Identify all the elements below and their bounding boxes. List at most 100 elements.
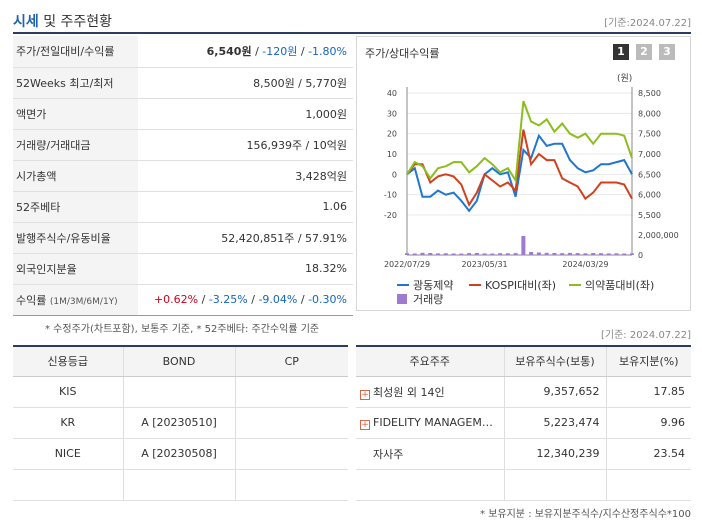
bond-cell: A [20230510] — [122, 407, 235, 439]
volume-bar — [521, 236, 526, 255]
right-axis-tick-label: 6,000 — [638, 191, 661, 200]
table-row: 발행주식수/유동비율 52,420,851주 / 57.91% — [13, 222, 353, 254]
row-value: 3,428억원 — [138, 160, 353, 192]
legend-swatch-s4 — [397, 294, 407, 304]
right-axis-tick-label: 6,500 — [638, 170, 661, 179]
row-label: 거래량/거래대금 — [13, 129, 138, 161]
chart-page-1-button[interactable]: 1 — [613, 44, 629, 60]
table-row: KIS — [13, 376, 348, 408]
price-value-cell: 6,540원 / -120원 / -1.80% — [138, 36, 353, 68]
bond-cell — [122, 376, 235, 408]
agency-cell: NICE — [13, 438, 123, 470]
volume-bar — [459, 253, 464, 255]
row-value: 156,939주 / 10억원 — [138, 129, 353, 161]
shares-cell: 12,340,239 — [503, 438, 606, 470]
cp-cell — [234, 469, 348, 501]
asof-date: [기준: 2024.07.22] — [600, 330, 691, 341]
volume-bar — [544, 252, 549, 255]
expand-icon[interactable]: + — [360, 389, 370, 400]
legend-label-s2: KOSPI대비(좌) — [485, 279, 556, 292]
returns-value-cell: +0.62% / -3.25% / -9.04% / -0.30% — [138, 284, 353, 316]
holder-name-cell[interactable]: + 최성원 외 14인 — [356, 376, 504, 408]
table-row: 주가/전일대비/수익률 6,540원 / -120원 / -1.80% — [13, 36, 353, 68]
row-label: 시가총액 — [13, 160, 138, 192]
volume-bar — [443, 253, 448, 255]
bond-cell: A [20230508] — [122, 438, 235, 470]
legend-label-s4: 거래량 — [413, 293, 443, 306]
row-label: 수익률 (1M/3M/6M/1Y) — [13, 284, 138, 316]
right-axis-tick-label: 5,500 — [638, 211, 661, 220]
price-summary-table: 주가/전일대비/수익률 6,540원 / -120원 / -1.80% 52We… — [13, 36, 353, 316]
volume-bar — [436, 253, 441, 255]
legend-label-s3: 의약품대비(좌) — [585, 278, 654, 292]
footnote: * 수정주가(차트포함), 보통주 기준, * 52주베타: 주간수익률 기준 — [45, 324, 320, 335]
holder-name-cell[interactable]: + FIDELITY MANAGEM… — [356, 407, 504, 439]
table-row: NICE A [20230508] — [13, 438, 348, 470]
row-label: 52Weeks 최고/최저 — [13, 67, 138, 99]
column-header: 보유주식수(보통) — [503, 346, 606, 377]
table-row: 자사주 12,340,239 23.54 — [356, 438, 691, 470]
chart-page-2-button[interactable]: 2 — [636, 44, 652, 60]
cp-cell — [234, 376, 348, 408]
table-header-row: 신용등급 BOND CP — [13, 346, 348, 377]
column-header: 보유지분(%) — [605, 346, 691, 377]
volume-bar — [536, 252, 541, 255]
expand-icon[interactable]: + — [360, 419, 370, 430]
column-header: 신용등급 — [13, 346, 123, 377]
section-title: 시세 및 주주현황 — [13, 14, 113, 30]
volume-axis-tick-label: 0 — [638, 251, 643, 260]
volume-bar — [420, 252, 425, 255]
shares-cell: 9,357,652 — [503, 376, 606, 408]
left-axis-tick-label: -20 — [384, 211, 397, 220]
right-axis-tick-label: 8,500 — [638, 89, 661, 98]
x-axis-tick-label: 2024/03/29 — [562, 260, 608, 269]
volume-bar — [513, 253, 518, 255]
right-axis-tick-label: 7,000 — [638, 150, 661, 159]
volume-bar — [405, 253, 409, 255]
volume-bar — [451, 253, 456, 255]
footnote: * 보유지분 : 보유지분주식수/지수산정주식수*100 — [480, 509, 691, 520]
left-axis-tick-label: -10 — [384, 191, 397, 200]
table-row: 액면가 1,000원 — [13, 98, 353, 130]
row-label: 액면가 — [13, 98, 138, 130]
cp-cell — [234, 407, 348, 439]
table-header-row: 주요주주 보유주식수(보통) 보유지분(%) — [356, 346, 691, 377]
pct-cell: 23.54 — [605, 438, 691, 470]
table-row — [13, 469, 348, 501]
price-chart: (원) -20 -10 0 10 20 30 40 5,500 6,000 6,500 7,000… — [384, 73, 679, 306]
right-axis-unit: (원) — [617, 73, 632, 84]
left-axis-tick-label: 10 — [387, 150, 397, 159]
major-shareholders-table: 주요주주 보유주식수(보통) 보유지분(%) + 최성원 외 14인 9,357,… — [356, 345, 691, 501]
bond-cell — [122, 469, 235, 501]
row-label: 외국인지분율 — [13, 253, 138, 285]
volume-bar — [467, 253, 472, 255]
shares-cell — [503, 469, 606, 501]
table-row: + FIDELITY MANAGEM… 5,223,474 9.96 — [356, 407, 691, 439]
left-axis-tick-label: 20 — [387, 130, 397, 139]
series-line — [406, 100, 633, 184]
column-header: 주요주주 — [356, 346, 504, 377]
volume-bar — [614, 253, 619, 255]
volume-bar — [575, 253, 580, 255]
x-axis-tick-label: 2022/07/29 — [384, 260, 430, 269]
volume-bar — [505, 253, 510, 255]
row-label: 52주베타 — [13, 191, 138, 223]
series-line — [406, 133, 633, 213]
table-row: 거래량/거래대금 156,939주 / 10억원 — [13, 129, 353, 161]
volume-bar — [598, 253, 603, 255]
chart-legend: 광동제약 KOSPI대비(좌) 의약품대비(좌) 거래량 — [397, 278, 654, 306]
cp-cell — [234, 438, 348, 470]
pct-cell — [605, 469, 691, 501]
pct-cell: 17.85 — [605, 376, 691, 408]
right-axis-tick-label: 7,500 — [638, 130, 661, 139]
series-line — [406, 129, 633, 208]
table-row: 외국인지분율 18.32% — [13, 253, 353, 285]
chart-page-3-button[interactable]: 3 — [659, 44, 675, 60]
volume-bar — [622, 253, 627, 255]
volume-bar — [630, 253, 634, 255]
volume-bar — [591, 253, 596, 255]
table-row: + 최성원 외 14인 9,357,652 17.85 — [356, 376, 691, 408]
asof-date: [기준:2024.07.22] — [604, 18, 691, 29]
volume-bar — [482, 253, 487, 255]
row-label: 발행주식수/유동비율 — [13, 222, 138, 254]
